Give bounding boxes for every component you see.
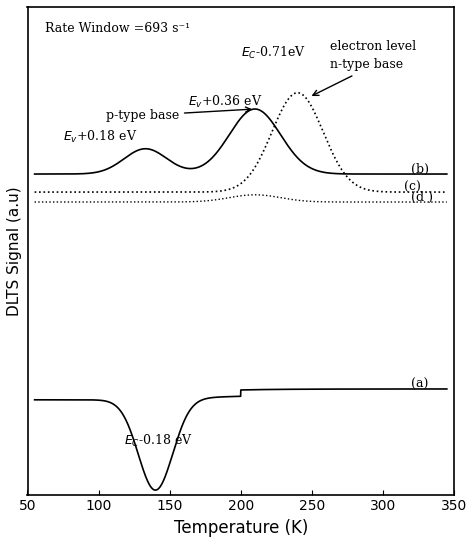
Text: $E_v$+0.18 eV: $E_v$+0.18 eV [63, 128, 137, 145]
Text: (d ): (d ) [411, 191, 433, 204]
Text: (b): (b) [411, 163, 429, 176]
X-axis label: Temperature (K): Temperature (K) [173, 519, 308, 537]
Text: Rate Window =693 s⁻¹: Rate Window =693 s⁻¹ [45, 22, 190, 35]
Text: $E_v$+0.36 eV: $E_v$+0.36 eV [188, 94, 263, 110]
Text: (a): (a) [411, 378, 428, 391]
Text: n-type base: n-type base [330, 58, 403, 71]
Text: $E_C$-0.71eV: $E_C$-0.71eV [241, 45, 306, 61]
Y-axis label: DLTS Signal (a.u): DLTS Signal (a.u) [7, 186, 22, 316]
Text: $E_C$-0.18 eV: $E_C$-0.18 eV [124, 433, 193, 449]
Text: (c): (c) [404, 181, 421, 194]
Text: electron level: electron level [330, 40, 416, 53]
Text: p-type base: p-type base [106, 107, 251, 122]
